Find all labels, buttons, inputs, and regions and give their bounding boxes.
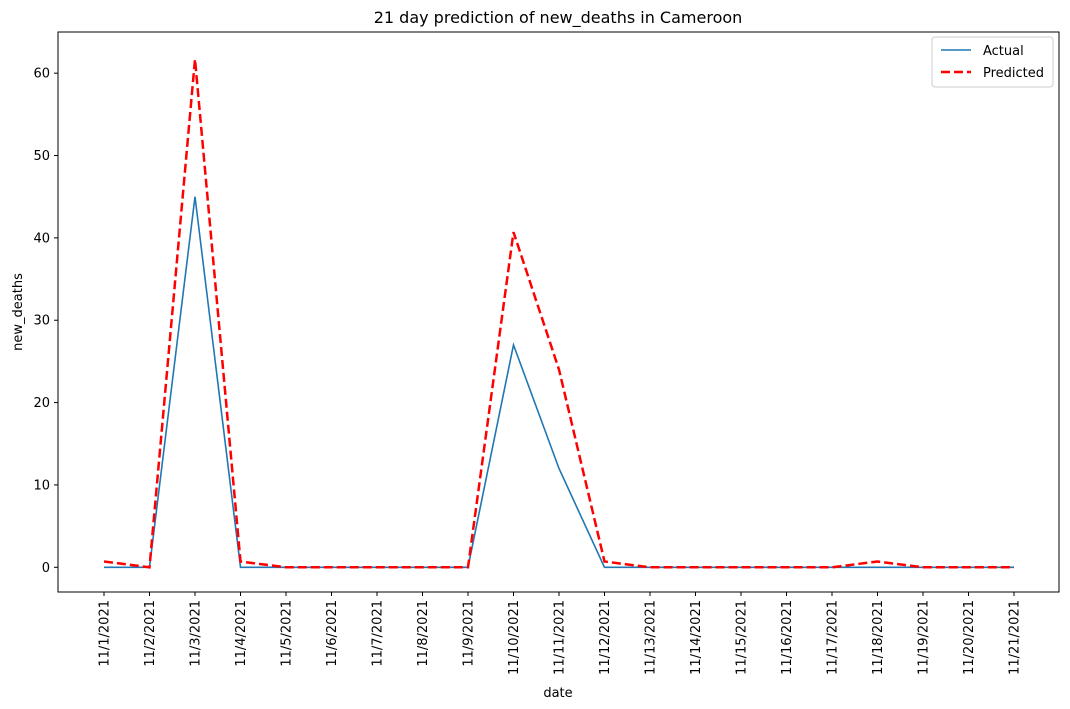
x-tick-label: 11/4/2021 <box>234 600 249 667</box>
y-tick-label: 0 <box>42 561 50 576</box>
x-tick-label: 11/14/2021 <box>689 600 704 675</box>
x-tick-label: 11/15/2021 <box>735 600 750 675</box>
x-tick-label: 11/16/2021 <box>780 600 795 675</box>
x-tick-label: 11/12/2021 <box>598 600 613 675</box>
x-tick-label: 11/8/2021 <box>416 600 431 667</box>
legend: Actual Predicted <box>931 36 1054 88</box>
y-tick-label: 30 <box>33 314 50 329</box>
x-tick-label: 11/20/2021 <box>962 600 977 675</box>
x-tick-label: 11/10/2021 <box>507 600 522 675</box>
x-tick-label: 11/2/2021 <box>143 600 158 667</box>
y-tick-label: 50 <box>33 149 50 164</box>
y-tick-label: 60 <box>33 67 50 82</box>
x-tick-label: 11/19/2021 <box>917 600 932 675</box>
x-tick-label: 11/7/2021 <box>371 600 386 667</box>
series-line-actual <box>104 196 1014 569</box>
x-axis-label: date <box>543 686 572 701</box>
x-tick-label: 11/17/2021 <box>826 600 841 675</box>
x-tick-label: 11/21/2021 <box>1008 600 1023 675</box>
series-line-predicted <box>103 59 1014 569</box>
x-tick-label: 11/1/2021 <box>98 600 113 667</box>
x-tick-label: 11/9/2021 <box>462 600 477 667</box>
x-tick-label: 11/6/2021 <box>325 600 340 667</box>
legend-label-predicted: Predicted <box>983 66 1044 81</box>
x-tick-label: 11/18/2021 <box>871 600 886 675</box>
x-tick-label: 11/5/2021 <box>280 600 295 667</box>
y-tick-label: 40 <box>33 231 50 246</box>
x-tick-label: 11/13/2021 <box>644 600 659 675</box>
legend-label-actual: Actual <box>983 44 1024 59</box>
y-tick-label: 20 <box>33 396 50 411</box>
y-axis-label: new_deaths <box>11 273 26 351</box>
chart-title: 21 day prediction of new_deaths in Camer… <box>374 8 743 28</box>
x-tick-label: 11/3/2021 <box>189 600 204 667</box>
x-axis: 11/1/2021 11/2/2021 11/3/2021 11/4/2021 11/5… <box>98 592 1023 675</box>
series-lines <box>103 59 1014 569</box>
plot-area <box>57 31 1060 593</box>
y-tick-label: 10 <box>33 478 50 493</box>
y-axis: 0 10 20 30 40 50 60 <box>33 67 58 576</box>
x-tick-label: 11/11/2021 <box>553 600 568 675</box>
